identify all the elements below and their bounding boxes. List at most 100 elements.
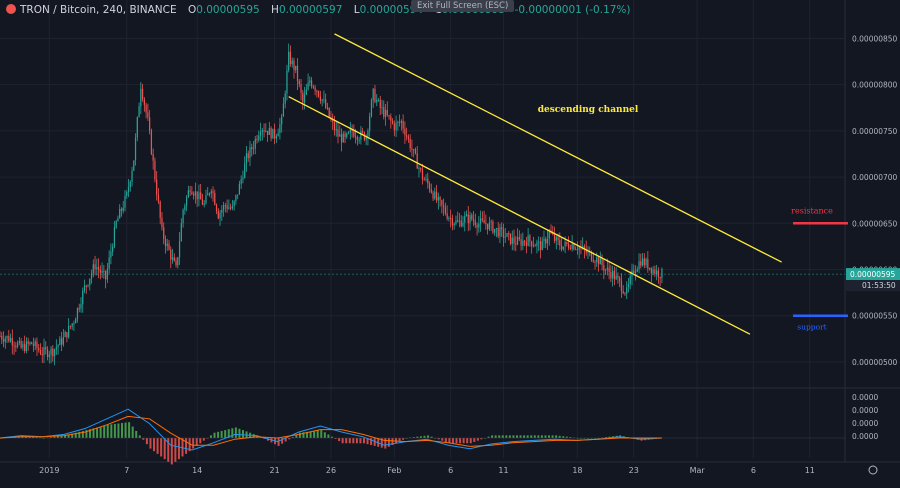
macd-histogram-bar: [462, 438, 465, 444]
macd-histogram-bar: [423, 435, 426, 438]
candle: [492, 221, 494, 233]
candle: [316, 90, 318, 92]
candle: [94, 264, 96, 270]
candle: [511, 237, 513, 244]
candle: [553, 234, 556, 241]
candle: [247, 153, 249, 159]
macd-histogram-bar: [277, 438, 280, 446]
candle: [215, 204, 218, 212]
candle: [610, 272, 612, 279]
candle: [650, 267, 652, 274]
candle: [428, 183, 431, 190]
candle: [309, 80, 311, 83]
candle: [1, 336, 3, 340]
candle: [478, 223, 480, 228]
candle: [200, 192, 202, 200]
candle: [85, 285, 87, 287]
macd-histogram-bar: [558, 435, 561, 438]
candle: [254, 139, 256, 149]
macd-histogram-bar: [252, 434, 255, 438]
candle: [369, 116, 371, 131]
macd-histogram-bar: [551, 435, 554, 438]
candle: [108, 257, 110, 269]
macd-histogram-bar: [135, 430, 138, 438]
candle: [347, 132, 350, 134]
macd-histogram-bar: [373, 438, 376, 446]
settings-gear-icon[interactable]: [868, 465, 878, 475]
macd-histogram-bar: [565, 436, 568, 438]
candle: [532, 245, 535, 247]
exit-fullscreen-tooltip[interactable]: Exit Full Screen (ESC): [411, 0, 515, 12]
candle: [502, 229, 505, 238]
macd-histogram-bar: [455, 438, 458, 444]
macd-histogram-bar: [145, 438, 148, 445]
macd-histogram-bar: [131, 426, 134, 438]
macd-histogram-bar: [412, 437, 415, 438]
candle: [425, 178, 427, 180]
candle: [66, 332, 68, 338]
x-tick-label: 18: [572, 466, 582, 475]
candle: [597, 257, 600, 265]
candle: [52, 348, 54, 357]
macd-histogram-bar: [338, 438, 341, 442]
candle: [112, 246, 114, 252]
candle: [180, 223, 182, 242]
x-tick-label: 6: [751, 466, 756, 475]
candle: [402, 120, 404, 129]
candle: [467, 214, 469, 224]
channel-lower-line[interactable]: [288, 96, 751, 335]
candle: [235, 195, 237, 202]
candle: [441, 200, 443, 206]
candle: [536, 242, 538, 246]
candle: [124, 195, 126, 208]
candle: [353, 131, 355, 137]
candle: [472, 219, 475, 221]
candle: [302, 92, 304, 103]
x-tick-label: Feb: [387, 466, 401, 475]
candle: [240, 179, 242, 184]
candle: [384, 109, 387, 117]
candle: [400, 120, 402, 123]
candle: [398, 121, 401, 123]
candle: [39, 350, 42, 355]
candle: [284, 93, 286, 104]
macd-histogram-bar: [427, 435, 430, 438]
candle: [346, 133, 348, 137]
candle: [300, 84, 302, 93]
candle: [194, 191, 197, 196]
candle: [288, 51, 290, 71]
macd-histogram-bar: [366, 438, 369, 445]
candle: [647, 259, 649, 269]
candle: [531, 241, 533, 247]
candle: [157, 194, 160, 202]
candle: [249, 147, 251, 159]
candle: [545, 238, 547, 244]
last-price-label: 0.00000595: [850, 270, 896, 279]
macd-histogram-bar: [192, 438, 195, 449]
candle: [423, 179, 425, 181]
macd-histogram-bar: [185, 438, 188, 454]
candle: [617, 275, 619, 278]
candle: [147, 112, 149, 118]
candle: [409, 138, 411, 149]
candle: [376, 99, 378, 103]
candle: [131, 170, 133, 182]
candle: [525, 242, 527, 246]
candle: [64, 332, 66, 338]
candle: [406, 135, 408, 137]
y-tick-label: 0.00000700: [852, 173, 898, 182]
macd-histogram-bar: [78, 431, 81, 438]
macd-histogram-bar: [167, 438, 170, 462]
macd-histogram-bar: [370, 438, 373, 446]
macd-histogram-bar: [544, 435, 547, 438]
candle: [303, 94, 306, 103]
macd-histogram-bar: [53, 436, 56, 438]
y-tick-label: 0.00000550: [852, 312, 898, 321]
candle: [175, 260, 177, 266]
candle: [60, 338, 63, 345]
candle: [50, 348, 52, 355]
candle: [321, 99, 323, 101]
candle: [43, 347, 45, 356]
channel-upper-line[interactable]: [334, 33, 782, 263]
